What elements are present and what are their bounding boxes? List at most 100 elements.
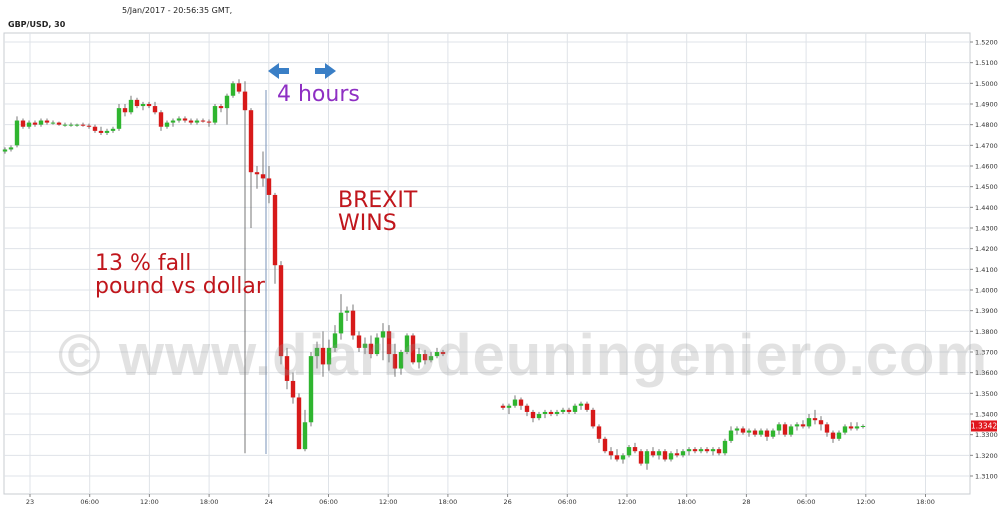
candle (800, 420, 806, 429)
candle (782, 422, 788, 437)
candle-body (584, 403, 590, 410)
x-tick-label: 12:00 (140, 498, 159, 506)
x-tick-label: 28 (742, 498, 750, 506)
candle-body (782, 424, 788, 435)
x-tick-label: 12:00 (856, 498, 875, 506)
candle-body (650, 451, 656, 456)
candle-body (656, 451, 662, 456)
candle-body (68, 124, 74, 126)
candle-body (272, 194, 278, 266)
candle (344, 306, 350, 321)
candle (236, 79, 242, 94)
candle (758, 428, 764, 437)
candle (638, 449, 644, 466)
candle-body (794, 424, 800, 427)
candle (92, 124, 98, 133)
candle (140, 101, 146, 111)
candle-body (770, 430, 776, 437)
candle-body (236, 83, 242, 92)
x-tick-label: 18:00 (200, 498, 219, 506)
candle (266, 166, 272, 204)
candle-body (596, 426, 602, 439)
candle-body (362, 343, 368, 348)
x-tick-label: 12:00 (379, 498, 398, 506)
candle (728, 426, 734, 443)
candle (536, 411, 542, 421)
candle (860, 424, 866, 429)
candle-body (662, 451, 668, 460)
candle (740, 426, 746, 435)
candle-body (290, 380, 296, 398)
candle (158, 110, 164, 131)
last-price-label: 1.3342 (971, 422, 997, 431)
candle (194, 118, 200, 125)
candle-body (620, 455, 626, 460)
fall-label-line2: pound vs dollar (95, 274, 265, 299)
candle (338, 294, 344, 340)
candle (218, 104, 224, 113)
candle (590, 407, 596, 429)
candle-body (62, 124, 68, 126)
watermark: © www.diariodeuningeniero.com (58, 323, 989, 388)
last-price-tag: 1.3342 (971, 420, 997, 432)
candle-body (122, 108, 128, 113)
candle (698, 447, 704, 454)
candle-body (368, 343, 374, 355)
candle (620, 453, 626, 464)
candles (2, 79, 866, 470)
candle (806, 414, 812, 429)
candle-body (146, 104, 152, 107)
candle-body (806, 418, 812, 427)
candle (716, 447, 722, 456)
x-tick-label: 06:00 (80, 498, 99, 506)
candle (818, 416, 824, 431)
x-tick-label: 06:00 (558, 498, 577, 506)
candle (296, 393, 302, 450)
candle (110, 126, 116, 133)
candle (680, 449, 686, 458)
candle (356, 331, 362, 352)
candle-body (800, 424, 806, 427)
x-tick-label: 12:00 (618, 498, 637, 506)
candle (2, 147, 8, 154)
candle-body (206, 121, 212, 123)
candle (674, 449, 680, 458)
candle (416, 347, 422, 369)
candle-body (722, 440, 728, 454)
candle (506, 403, 512, 414)
candle (704, 447, 710, 454)
candle (230, 81, 236, 98)
candle-body (50, 122, 56, 124)
chart-datetime: 5/Jan/2017 - 20:56:35 GMT, (122, 6, 233, 15)
candle (530, 409, 536, 423)
candle-body (404, 335, 410, 352)
y-tick-label: 1.3500 (975, 390, 998, 398)
candle-body (314, 347, 320, 357)
candle-body (212, 106, 218, 123)
candle (692, 447, 698, 454)
candle (116, 104, 122, 131)
x-tick-label: 18:00 (677, 498, 696, 506)
candle (8, 145, 14, 152)
candle-body (8, 147, 14, 150)
candle-body (578, 403, 584, 406)
candle (524, 403, 530, 417)
candle (398, 349, 404, 375)
candle-body (812, 418, 818, 421)
candle-body (602, 438, 608, 452)
grid-lines (4, 33, 970, 494)
candle (200, 118, 206, 123)
candle (560, 407, 566, 414)
candle (686, 447, 692, 456)
candle-body (524, 405, 530, 412)
candle (500, 403, 506, 410)
candle-body (758, 430, 764, 435)
candle (656, 449, 662, 460)
candle (512, 395, 518, 408)
candle (368, 335, 374, 359)
candle (572, 403, 578, 414)
candle-body (668, 453, 674, 460)
candle (842, 424, 848, 435)
candle-body (86, 125, 92, 127)
candle-body (842, 426, 848, 433)
